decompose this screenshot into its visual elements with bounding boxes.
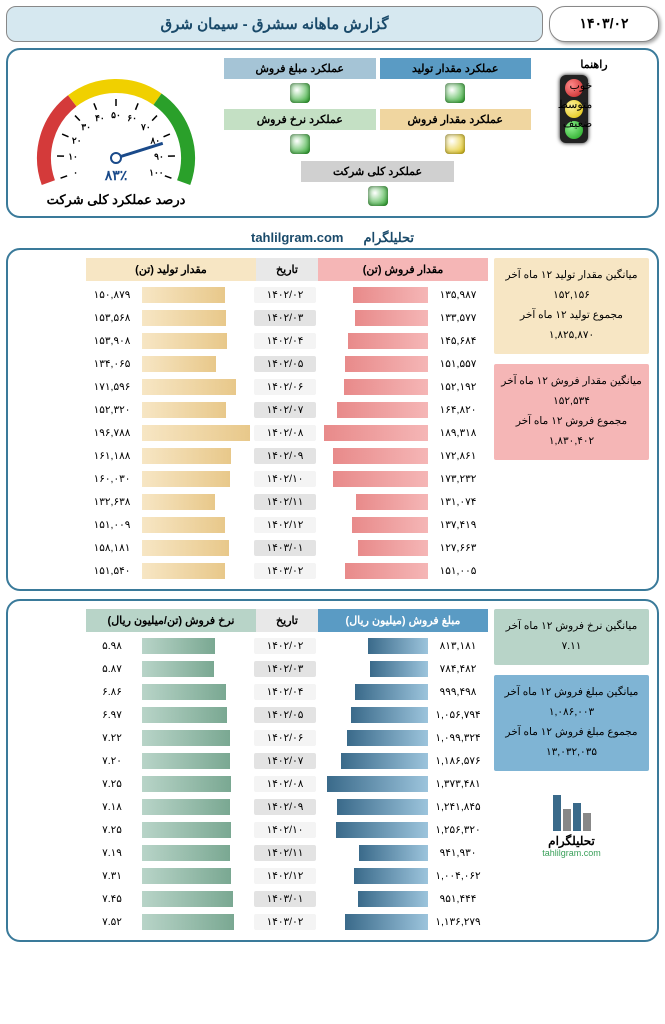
- kpi-production-qty: عملکرد مقدار تولید: [380, 58, 532, 105]
- summary-sales-qty: میانگین مقدار فروش ۱۲ ماه آخر۱۵۲,۵۳۴مجمو…: [494, 364, 649, 460]
- svg-text:۰: ۰: [73, 168, 78, 178]
- svg-text:۱۰: ۱۰: [68, 151, 78, 161]
- svg-text:۷۰: ۷۰: [140, 122, 151, 132]
- guide-good: خوب: [558, 79, 593, 92]
- chart-table-2: مبلغ فروش (میلیون ریال)تاریخنرخ فروش (تن…: [16, 609, 488, 932]
- gauge: ۰۱۰۲۰۳۰۴۰۵۰۶۰۷۰۸۰۹۰۱۰۰۸۳٪ درصد عملکرد کل…: [16, 58, 216, 208]
- brand-url: tahlilgram.com: [251, 230, 343, 246]
- svg-text:۸۳٪: ۸۳٪: [104, 167, 128, 183]
- svg-text:۶۰: ۶۰: [127, 113, 137, 123]
- brand-name: تحلیلگرام: [363, 230, 414, 246]
- kpi-sales-rate: عملکرد نرخ فروش: [224, 109, 376, 156]
- svg-text:۱۰۰: ۱۰۰: [149, 168, 164, 178]
- legend-guide: راهنما خوب متوسط ضعیف: [539, 58, 649, 208]
- report-title: گزارش ماهانه سشرق - سیمان شرق: [6, 6, 543, 42]
- svg-text:۹۰: ۹۰: [154, 151, 164, 161]
- svg-text:۵۰: ۵۰: [111, 110, 121, 120]
- kpi-grid: عملکرد مقدار تولید عملکرد مبلغ فروش عملک…: [224, 58, 531, 208]
- summary-rate: میانگین نرخ فروش ۱۲ ماه آخر۷.۱۱: [494, 609, 649, 665]
- summary-production: میانگین مقدار تولید ۱۲ ماه آخر۱۵۲,۱۵۶مجم…: [494, 258, 649, 354]
- svg-text:۲۰: ۲۰: [72, 136, 82, 146]
- kpi-sales-amount: عملکرد مبلغ فروش: [224, 58, 376, 105]
- svg-text:۴۰: ۴۰: [95, 113, 105, 123]
- chart-table-1: مقدار فروش (تن)تاریخمقدار تولید (تن) ۱۳۵…: [16, 258, 488, 581]
- logo: تحلیلگرام tahlilgram.com: [542, 791, 601, 858]
- guide-medium: متوسط: [558, 98, 593, 111]
- guide-title: راهنما: [580, 58, 607, 71]
- svg-text:۳۰: ۳۰: [81, 122, 91, 132]
- summary-amount: میانگین مبلغ فروش ۱۲ ماه آخر۱,۰۸۶,۰۰۳مجم…: [494, 675, 649, 771]
- guide-weak: ضعیف: [558, 117, 593, 130]
- brand-row: تحلیلگرام tahlilgram.com: [6, 226, 659, 248]
- kpi-overall: عملکرد کلی شرکت: [224, 161, 531, 208]
- gauge-label: درصد عملکرد کلی شرکت: [47, 192, 186, 208]
- report-date: ۱۴۰۳/۰۲: [549, 6, 659, 42]
- kpi-sales-qty: عملکرد مقدار فروش: [380, 109, 532, 156]
